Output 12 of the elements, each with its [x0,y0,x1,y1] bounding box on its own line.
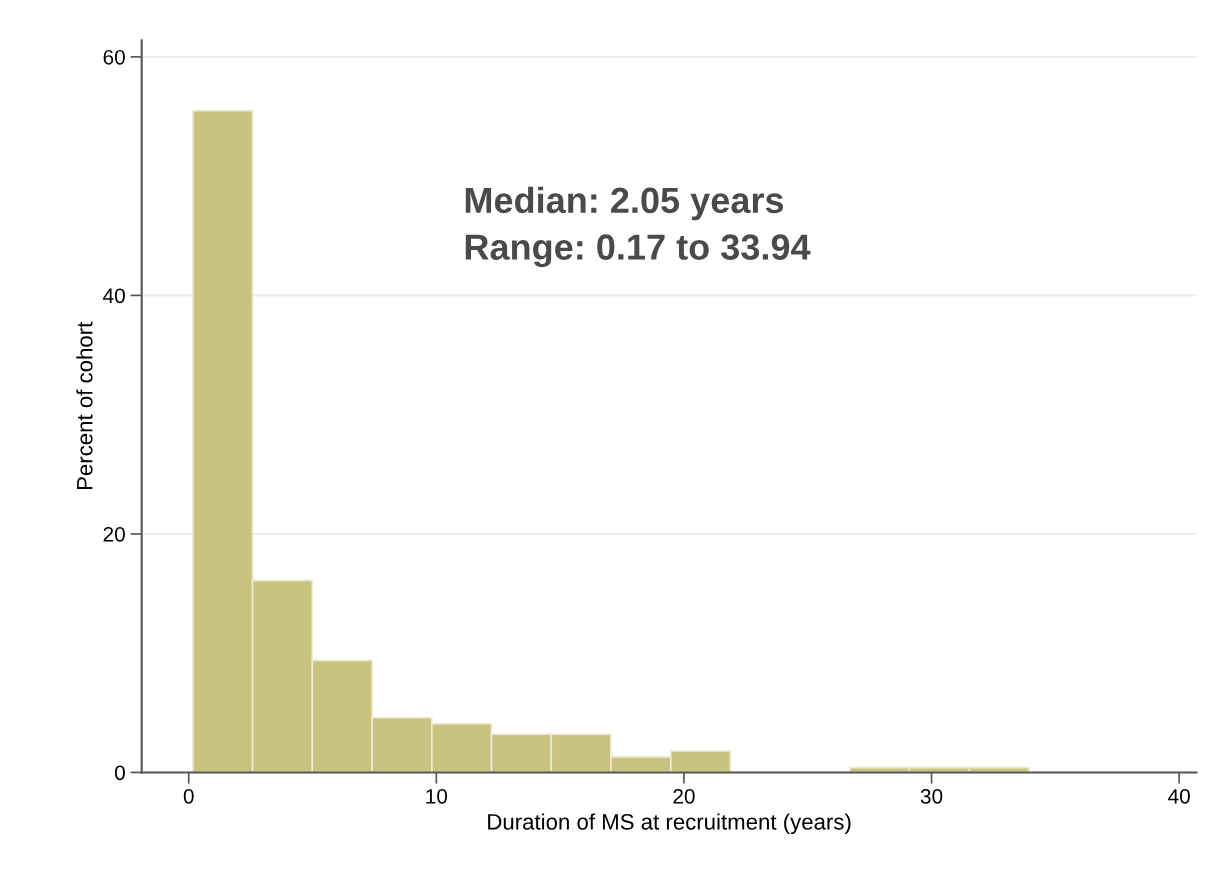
y-tick-label: 60 [103,49,125,65]
x-tick-label: 10 [426,788,448,804]
y-tick-label: 40 [103,288,125,304]
x-tick-label: 0 [183,788,194,804]
x-tick-label: 40 [1168,788,1190,804]
y-tick-label: 0 [114,765,125,781]
x-tick-label: 20 [673,788,695,804]
y-tick-label: 20 [103,526,125,542]
y-axis-title: Percent of cohort [76,321,93,490]
x-tick-label: 30 [920,788,943,804]
x-axis-title: Duration of MS at recruitment (years) [488,813,851,835]
annotation: Median: 2.05 years Range: 0.17 to 33.94 [465,186,811,268]
